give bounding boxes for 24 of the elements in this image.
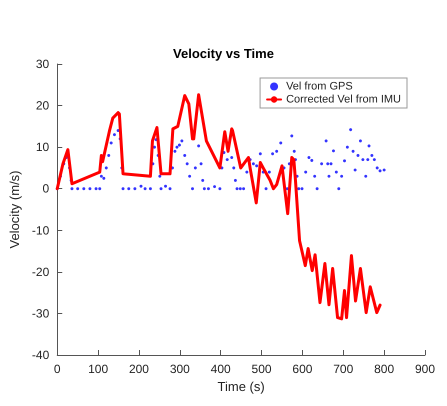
x-tick-label: 800: [374, 362, 394, 376]
x-tick-label: 400: [210, 362, 232, 376]
line-series: [56, 93, 382, 320]
x-tick-label: 300: [170, 362, 190, 376]
y-tick-label: -40: [32, 348, 50, 362]
y-tick-label: -10: [32, 223, 50, 238]
x-tick-label: 500: [252, 362, 272, 376]
y-tick-label: -20: [32, 264, 50, 279]
x-tick-label: 900: [414, 362, 436, 376]
y-tick-label: 10: [36, 140, 50, 154]
y-tick-label: 30: [36, 57, 50, 71]
chart-title: Velocity vs Time: [173, 46, 274, 61]
legend-label: Corrected Vel from IMU: [286, 94, 402, 106]
x-tick-label: 600: [292, 362, 313, 376]
x-axis-title: Time (s): [218, 378, 265, 394]
y-tick-label: -30: [32, 306, 50, 320]
x-tick-label: 200: [128, 362, 150, 376]
x-tick-label: 700: [333, 362, 354, 376]
x-tick-label: 100: [88, 362, 108, 376]
legend-label: Vel from GPS: [286, 80, 353, 92]
x-tick-label: 0: [54, 362, 61, 376]
y-axis-title: Velocity (m/s): [7, 170, 22, 249]
y-tick-label: 20: [36, 98, 50, 113]
y-tick-label: 0: [42, 182, 50, 196]
